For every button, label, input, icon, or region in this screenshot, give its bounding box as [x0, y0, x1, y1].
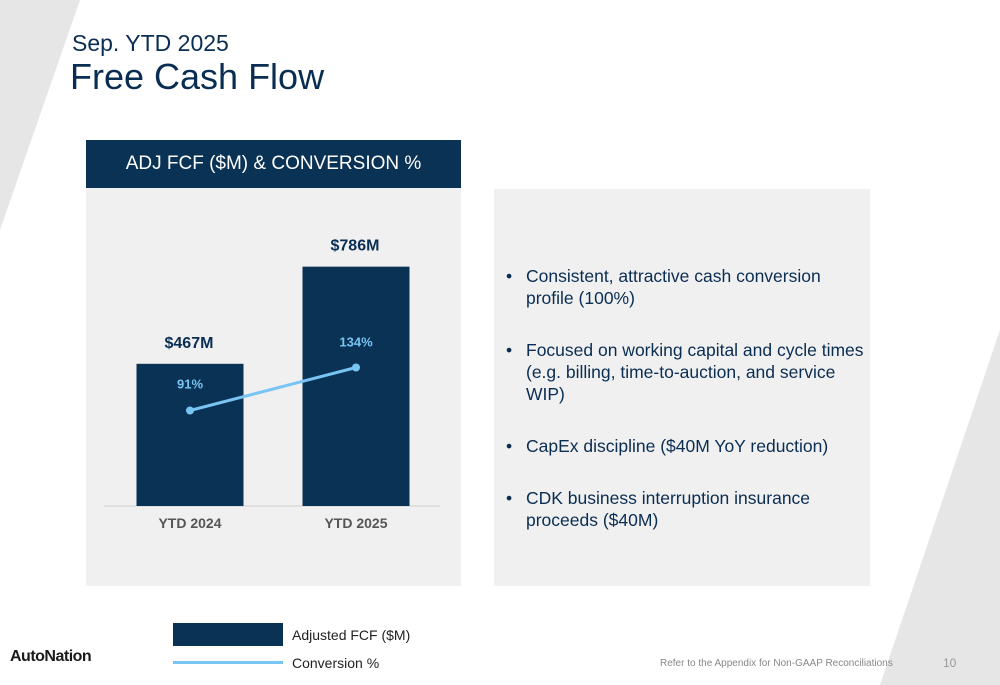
- page-number: 10: [943, 656, 957, 670]
- legend-label-fcf: Adjusted FCF ($M): [292, 627, 411, 643]
- x-tick-label: YTD 2025: [324, 515, 387, 531]
- footnote: Refer to the Appendix for Non-GAAP Recon…: [660, 658, 893, 669]
- top-left-decor-shape: [0, 0, 80, 230]
- bullet-item: • CapEx discipline ($40M YoY reduction): [506, 435, 866, 457]
- fcf-chart: $467M YTD 2024 $786M YTD 2025 91% 134%: [104, 238, 440, 531]
- legend-swatch-bar: [173, 623, 283, 646]
- bullet-glyph: •: [506, 266, 513, 286]
- conversion-point: [186, 406, 194, 415]
- conversion-line: [189, 366, 357, 412]
- legend-swatch-line: [173, 661, 283, 664]
- slide-kicker: Sep. YTD 2025: [72, 30, 229, 56]
- bullet-glyph: •: [506, 488, 513, 508]
- chart-header: ADJ FCF ($M) & CONVERSION %: [86, 140, 461, 188]
- bullet-glyph: •: [506, 340, 513, 360]
- bullet-list: • Consistent, attractive cash conversion …: [506, 265, 866, 561]
- bullet-text: Focused on working capital and cycle tim…: [526, 340, 864, 404]
- company-logo: AutoNation: [10, 648, 92, 665]
- commentary-panel: • Consistent, attractive cash conversion …: [494, 189, 870, 586]
- conversion-label: 134%: [339, 335, 373, 350]
- bullet-item: • Consistent, attractive cash conversion …: [506, 265, 866, 309]
- conversion-label: 91%: [177, 377, 203, 392]
- bar-fcf: [136, 363, 244, 506]
- chart-panel: ADJ FCF ($M) & CONVERSION % $467M YTD 202…: [86, 140, 461, 586]
- bullet-glyph: •: [506, 436, 513, 456]
- bottom-right-decor-shape: [880, 330, 1000, 685]
- x-tick-label: YTD 2024: [158, 515, 221, 531]
- slide-title: Free Cash Flow: [70, 56, 325, 97]
- bar-value-label: $786M: [331, 238, 380, 255]
- bar-fcf: [302, 266, 410, 506]
- bullet-text: CDK business interruption insurance proc…: [526, 488, 811, 530]
- bullet-text: CapEx discipline ($40M YoY reduction): [526, 436, 829, 456]
- bullet-item: • CDK business interruption insurance pro…: [506, 487, 866, 531]
- bullet-text: Consistent, attractive cash conversion p…: [526, 266, 821, 308]
- legend-label-conversion: Conversion %: [292, 655, 380, 671]
- bullet-item: • Focused on working capital and cycle ti…: [506, 339, 866, 405]
- bar-value-label: $467M: [165, 335, 214, 352]
- conversion-point: [352, 363, 360, 372]
